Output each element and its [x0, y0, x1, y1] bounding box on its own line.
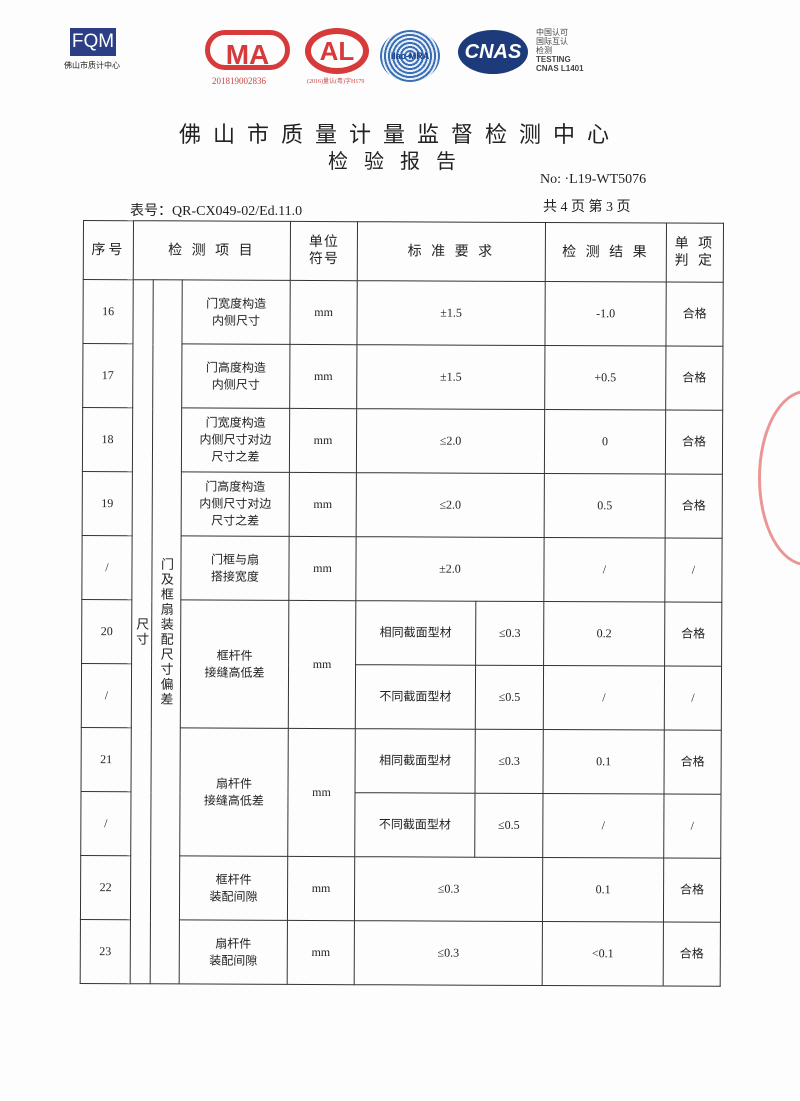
report-number: No: ·L19-WT5076	[540, 172, 647, 187]
header-row: 序号 检 测 项 目 单位 符号 标 准 要 求 检 测 结 果 单 项 判 定	[83, 220, 724, 283]
page-count: 共 4 页 第 3 页	[543, 200, 631, 215]
seq-cell: 20	[81, 599, 132, 664]
cnas-text: 中国认可 国际互认 检测 TESTING CNAS L1401	[536, 28, 584, 73]
verdict-cell: 合格	[665, 474, 723, 539]
standard-cell: ±1.5	[356, 344, 545, 410]
seq-cell: 19	[82, 471, 133, 536]
item-cell: 框杆件 装配间隙	[179, 855, 288, 921]
verdict-cell: 合格	[663, 858, 721, 923]
standard-cell: ≤0.5	[474, 793, 544, 858]
verdict-cell: 合格	[665, 410, 723, 475]
result-cell: 0.1	[542, 857, 664, 923]
cal-logo: AL	[305, 28, 369, 74]
header-unit: 单位 符号	[290, 221, 358, 281]
cnas-line: TESTING	[536, 55, 571, 64]
standard-condition-cell: 不同截面型材	[355, 664, 476, 730]
unit-cell: mm	[289, 408, 357, 473]
standard-cell: ≤0.3	[475, 729, 544, 794]
form-number: 表号：QR-CX049-02/Ed.11.0	[130, 204, 303, 219]
unit-cell: mm	[287, 920, 355, 985]
result-cell: -1.0	[544, 281, 667, 347]
verdict-cell: 合格	[665, 282, 724, 347]
item-cell: 门框与扇 搭接宽度	[180, 535, 290, 601]
cnas-logo: CNAS	[458, 30, 528, 74]
table-row: 16 尺寸 门及框扇装配尺寸偏差 门宽度构造 内侧尺寸 mm ±1.5 -1.0 合格	[82, 279, 724, 984]
result-cell: +0.5	[544, 345, 666, 411]
standard-cell: ≤0.3	[354, 920, 543, 986]
item-cell: 门宽度构造 内侧尺寸对边 尺寸之差	[181, 407, 290, 473]
standard-cell: ≤2.0	[356, 472, 545, 538]
standard-cell: ±2.0	[355, 536, 545, 602]
result-cell: 0.1	[543, 729, 665, 795]
standard-cell: ≤0.5	[475, 665, 544, 730]
item-cell: 框杆件 接缝高低差	[180, 599, 289, 729]
verdict-cell: /	[663, 794, 722, 859]
seq-cell: 17	[82, 343, 133, 408]
cnas-line: 国际互认	[536, 37, 568, 46]
unit-cell: mm	[288, 536, 357, 601]
seq-cell: /	[81, 535, 133, 600]
standard-cell: ≤0.3	[475, 601, 544, 666]
cma-number: 201819002836	[212, 76, 266, 86]
red-stamp	[758, 390, 800, 566]
seq-cell: 21	[81, 727, 132, 792]
document-title: 佛山市质量计量监督检测中心	[178, 122, 621, 147]
verdict-cell: 合格	[665, 346, 723, 411]
ilac-mra-logo: ilac-MRA	[380, 30, 440, 82]
result-cell: 0.2	[543, 601, 665, 667]
result-cell: 0	[544, 409, 666, 475]
cnas-line: 中国认可	[536, 28, 568, 37]
result-cell: /	[543, 665, 665, 731]
verdict-cell: 合格	[664, 730, 722, 795]
verdict-cell: 合格	[663, 922, 721, 987]
unit-cell: mm	[289, 472, 357, 537]
seq-cell: 22	[80, 855, 131, 920]
cal-number: (2016)量认(粤)字H179	[307, 79, 365, 85]
fqm-logo-caption: 佛山市质计中心	[64, 61, 120, 70]
unit-cell: mm	[289, 344, 357, 409]
header-item: 检 测 项 目	[133, 220, 291, 281]
verdict-cell: /	[664, 666, 722, 731]
standard-condition-cell: 相同截面型材	[355, 728, 476, 794]
result-cell: /	[543, 537, 666, 603]
seq-cell: 23	[80, 919, 131, 984]
standard-cell: ≤2.0	[356, 408, 545, 474]
unit-cell: mm	[287, 728, 356, 857]
group-assembly-deviation: 门及框扇装配尺寸偏差	[150, 279, 183, 984]
verdict-cell: 合格	[664, 602, 722, 667]
unit-cell: mm	[287, 856, 355, 921]
results-table: 序号 检 测 项 目 单位 符号 标 准 要 求 检 测 结 果 单 项 判 定…	[80, 220, 724, 987]
standard-cell: ±1.5	[356, 280, 546, 346]
header-result: 检 测 结 果	[545, 222, 667, 283]
header-seq: 序号	[83, 220, 134, 280]
standard-cell: ≤0.3	[354, 856, 543, 922]
fqm-logo: FQM	[70, 28, 116, 56]
header-verdict: 单 项 判 定	[666, 223, 724, 283]
unit-cell: mm	[289, 280, 358, 345]
cma-logo: MA	[205, 30, 290, 70]
cnas-line: CNAS L1401	[536, 64, 584, 73]
result-cell: /	[542, 793, 665, 859]
document-subtitle: 检验报告	[328, 151, 472, 173]
seq-cell: /	[80, 791, 132, 856]
seq-cell: 16	[82, 279, 134, 344]
standard-condition-cell: 相同截面型材	[355, 600, 476, 666]
item-cell: 扇杆件 装配间隙	[179, 919, 288, 985]
seq-cell: /	[81, 663, 132, 728]
verdict-cell: /	[664, 538, 723, 603]
item-cell: 扇杆件 接缝高低差	[179, 727, 289, 857]
unit-cell: mm	[288, 600, 356, 729]
standard-condition-cell: 不同截面型材	[354, 792, 476, 858]
header-standard: 标 准 要 求	[357, 221, 546, 282]
cnas-line: 检测	[536, 46, 552, 55]
seq-cell: 18	[82, 407, 133, 472]
result-cell: 0.5	[544, 473, 666, 539]
item-cell: 门宽度构造 内侧尺寸	[181, 279, 291, 345]
result-cell: <0.1	[542, 921, 664, 987]
item-cell: 门高度构造 内侧尺寸	[181, 343, 290, 409]
item-cell: 门高度构造 内侧尺寸对边 尺寸之差	[181, 471, 290, 537]
